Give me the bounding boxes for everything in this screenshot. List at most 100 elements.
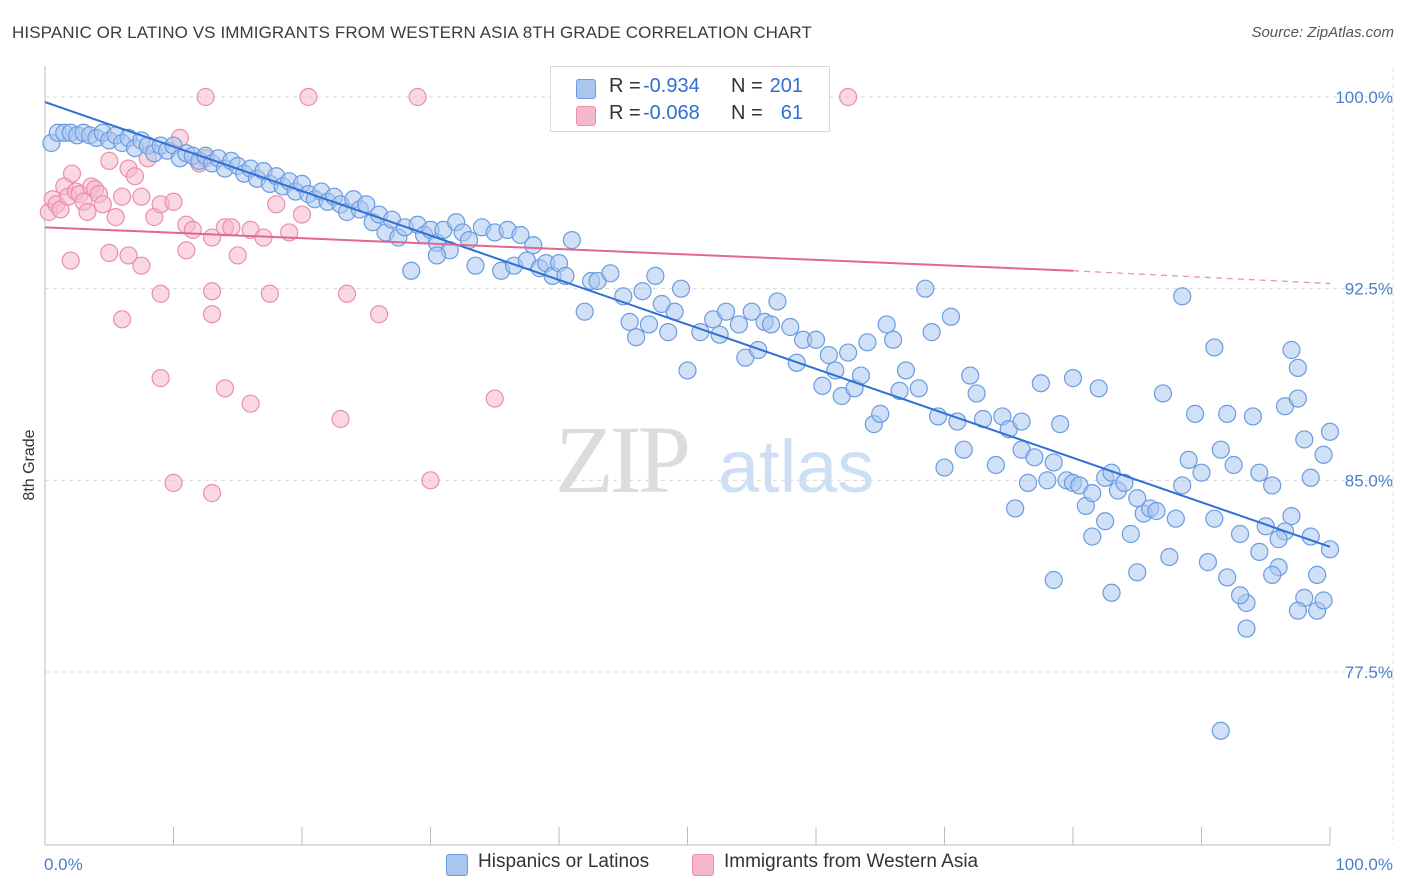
hispanic-point — [1185, 404, 1205, 423]
western-asia-point — [260, 284, 279, 303]
axes — [44, 66, 1331, 846]
hispanic-point — [1263, 476, 1282, 495]
hispanic-point — [883, 330, 903, 349]
western-asia-point — [132, 187, 151, 206]
western-asia-point — [112, 187, 132, 206]
hispanic-point — [1237, 619, 1256, 638]
hispanic-point — [1198, 553, 1218, 572]
western-asia-trend-line — [44, 226, 1074, 272]
western-asia-point — [132, 256, 151, 275]
hispanic-point — [1218, 568, 1237, 587]
hispanic-point — [781, 317, 800, 337]
hispanic-point — [922, 323, 941, 342]
hispanic-point — [1173, 476, 1192, 495]
hispanic-point — [1230, 586, 1250, 605]
hispanic-point — [646, 266, 665, 285]
hispanic-point — [761, 315, 781, 334]
hispanic-point — [1263, 565, 1282, 584]
hispanic-point — [1102, 583, 1121, 602]
hispanic-point — [1147, 501, 1166, 521]
x-tick-label: 0.0% — [44, 855, 83, 874]
hispanic-point — [1063, 369, 1083, 388]
hispanic-point — [1282, 340, 1301, 360]
hispanic-point — [620, 312, 639, 331]
legend-n-label: N = — [731, 102, 763, 124]
hispanic-point — [986, 455, 1006, 475]
hispanic-point — [909, 379, 928, 398]
hispanic-point — [1160, 547, 1179, 567]
western-asia-point — [299, 87, 318, 107]
hispanic-point — [1218, 404, 1237, 423]
hispanic-point — [671, 279, 691, 298]
watermark: ZIP atlas — [555, 406, 874, 513]
western-asia-point — [202, 484, 222, 503]
hispanic-point — [1166, 509, 1185, 528]
western-asia-point — [196, 87, 215, 107]
hispanic-point — [1301, 468, 1320, 487]
hispanic-point — [1308, 565, 1327, 584]
hispanic-trend-line — [44, 101, 1331, 548]
legend-row-hispanic: R = -0.934 N = 201 — [551, 75, 829, 101]
legend-r-value: -0.068 — [643, 102, 700, 124]
y-tick-label: 100.0% — [1335, 88, 1393, 107]
legend-n-value: 61 — [780, 102, 803, 124]
hispanic-point — [1173, 287, 1192, 306]
hispanic-point — [1089, 379, 1108, 398]
hispanic-point — [1282, 507, 1301, 526]
western-asia-point — [119, 246, 138, 265]
legend-swatch-hispanic — [576, 79, 596, 99]
hispanic-point — [1269, 530, 1288, 549]
hispanic-point — [1230, 524, 1250, 544]
hispanic-point — [1044, 453, 1063, 472]
western-asia-point — [62, 164, 82, 183]
hispanic-point — [716, 302, 736, 321]
hispanic-point — [1051, 415, 1070, 434]
hispanic-point — [806, 330, 826, 349]
hispanic-point — [961, 366, 980, 385]
hispanic-point — [1243, 407, 1263, 426]
western-asia-point — [292, 205, 312, 224]
hispanic-point — [941, 307, 961, 326]
hispanic-point — [813, 376, 832, 395]
hispanic-point — [1295, 430, 1314, 449]
western-asia-point — [267, 195, 286, 214]
hispanic-point — [1179, 450, 1198, 469]
hispanic-point — [742, 302, 761, 321]
trend-lines — [44, 101, 1331, 548]
hispanic-point — [896, 361, 916, 380]
western-asia-point — [222, 218, 241, 237]
western-asia-point — [421, 471, 440, 490]
legend-r-label: R = — [609, 75, 641, 97]
y-tick-label: 77.5% — [1345, 663, 1393, 682]
hispanic-point — [839, 343, 858, 362]
legend-n-label: N = — [731, 75, 763, 97]
hispanic-point — [1205, 338, 1224, 357]
western-asia-point — [370, 305, 389, 324]
western-asia-point — [485, 389, 504, 408]
legend-n-value: 201 — [769, 75, 803, 97]
legend-swatch-western-asia — [576, 106, 596, 126]
watermark-zip: ZIP — [555, 406, 688, 513]
tick-labels: 77.5% 85.0% 92.5% 100.0% 0.0% 100.0% — [44, 88, 1393, 874]
watermark-atlas: atlas — [718, 425, 874, 508]
hispanic-point — [1205, 509, 1224, 528]
hispanic-point — [1038, 471, 1057, 490]
hispanic-point — [1288, 358, 1307, 377]
western-asia-point — [202, 305, 222, 324]
hispanic-point — [819, 346, 838, 365]
hispanic-point — [466, 256, 485, 275]
hispanic-point — [1102, 463, 1121, 482]
hispanic-point — [858, 333, 877, 352]
hispanic-point — [575, 302, 594, 321]
western-asia-point — [61, 251, 80, 270]
legend-row-western-asia: R = -0.068 N = 61 — [551, 102, 829, 128]
hispanic-point — [1314, 445, 1333, 464]
hispanic-point — [1012, 412, 1031, 431]
western-asia-point — [164, 473, 183, 492]
hispanic-point — [1044, 570, 1063, 590]
hispanic-point — [626, 328, 646, 347]
western-asia-point — [177, 241, 196, 260]
hispanic-point — [633, 282, 652, 301]
western-asia-point — [331, 409, 350, 429]
western-asia-point — [151, 369, 170, 388]
